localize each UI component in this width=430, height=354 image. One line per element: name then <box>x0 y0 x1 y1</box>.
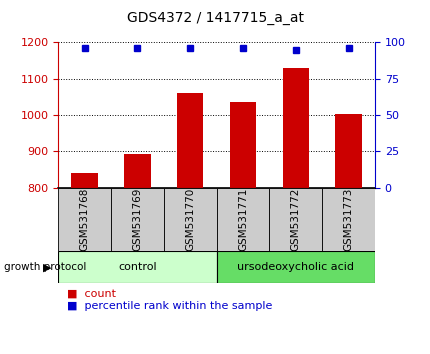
Text: GSM531771: GSM531771 <box>237 188 247 251</box>
Bar <box>177 92 203 188</box>
Text: GSM531768: GSM531768 <box>80 188 89 251</box>
Text: ■  percentile rank within the sample: ■ percentile rank within the sample <box>67 301 272 311</box>
Text: growth protocol: growth protocol <box>4 262 86 272</box>
Bar <box>58 251 216 283</box>
Bar <box>335 114 361 188</box>
Bar <box>216 251 374 283</box>
Bar <box>124 154 150 188</box>
Text: GSM531773: GSM531773 <box>343 188 353 251</box>
Bar <box>269 188 322 251</box>
Bar <box>229 102 255 188</box>
Bar <box>216 188 269 251</box>
Bar <box>71 173 98 188</box>
Bar <box>282 68 308 188</box>
Bar <box>163 188 216 251</box>
Text: control: control <box>118 262 157 272</box>
Text: ▶: ▶ <box>43 262 52 272</box>
Text: GSM531770: GSM531770 <box>185 188 195 251</box>
Text: GSM531772: GSM531772 <box>290 188 300 251</box>
Bar <box>111 188 163 251</box>
Text: GSM531769: GSM531769 <box>132 188 142 251</box>
Bar <box>322 188 374 251</box>
Text: GDS4372 / 1417715_a_at: GDS4372 / 1417715_a_at <box>127 11 303 25</box>
Text: ursodeoxycholic acid: ursodeoxycholic acid <box>237 262 353 272</box>
Bar <box>58 188 111 251</box>
Text: ■  count: ■ count <box>67 289 116 299</box>
